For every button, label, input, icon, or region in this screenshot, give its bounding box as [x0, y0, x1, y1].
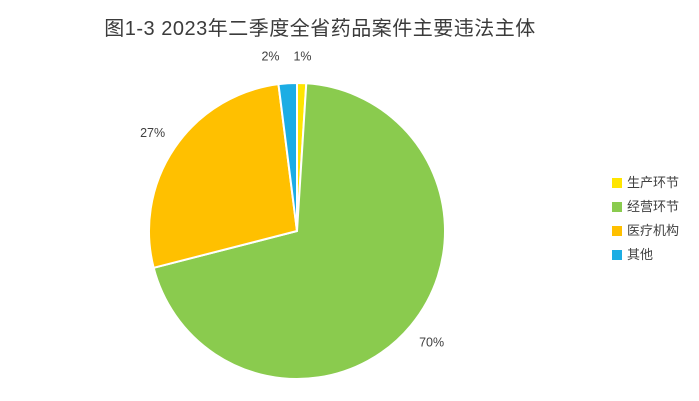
pie-slice-3 — [148, 83, 298, 269]
pie-slice-4 — [277, 82, 298, 232]
legend-swatch-icon — [612, 226, 622, 236]
legend-swatch-icon — [612, 178, 622, 188]
legend-item-1: 生产环节 — [612, 176, 679, 190]
legend-label: 其他 — [627, 247, 654, 262]
legend-item-3: 医疗机构 — [612, 224, 679, 238]
legend-swatch-icon — [612, 202, 622, 212]
pie-percent-label-1: 1% — [293, 49, 311, 63]
legend-label: 医疗机构 — [627, 223, 680, 238]
pie-percent-label-4: 2% — [261, 50, 279, 64]
chart-legend: 生产环节经营环节医疗机构其他 — [612, 176, 679, 262]
pie-slice-2 — [152, 82, 446, 380]
legend-label: 经营环节 — [627, 199, 680, 214]
legend-swatch-icon — [612, 250, 622, 260]
pie-percent-label-3: 27% — [140, 126, 165, 140]
legend-item-2: 经营环节 — [612, 200, 679, 214]
pie-percent-label-2: 70% — [419, 335, 444, 349]
chart-title: 图1-3 2023年二季度全省药品案件主要违法主体 — [104, 18, 536, 40]
legend-label: 生产环节 — [627, 175, 680, 190]
legend-item-4: 其他 — [612, 248, 679, 262]
